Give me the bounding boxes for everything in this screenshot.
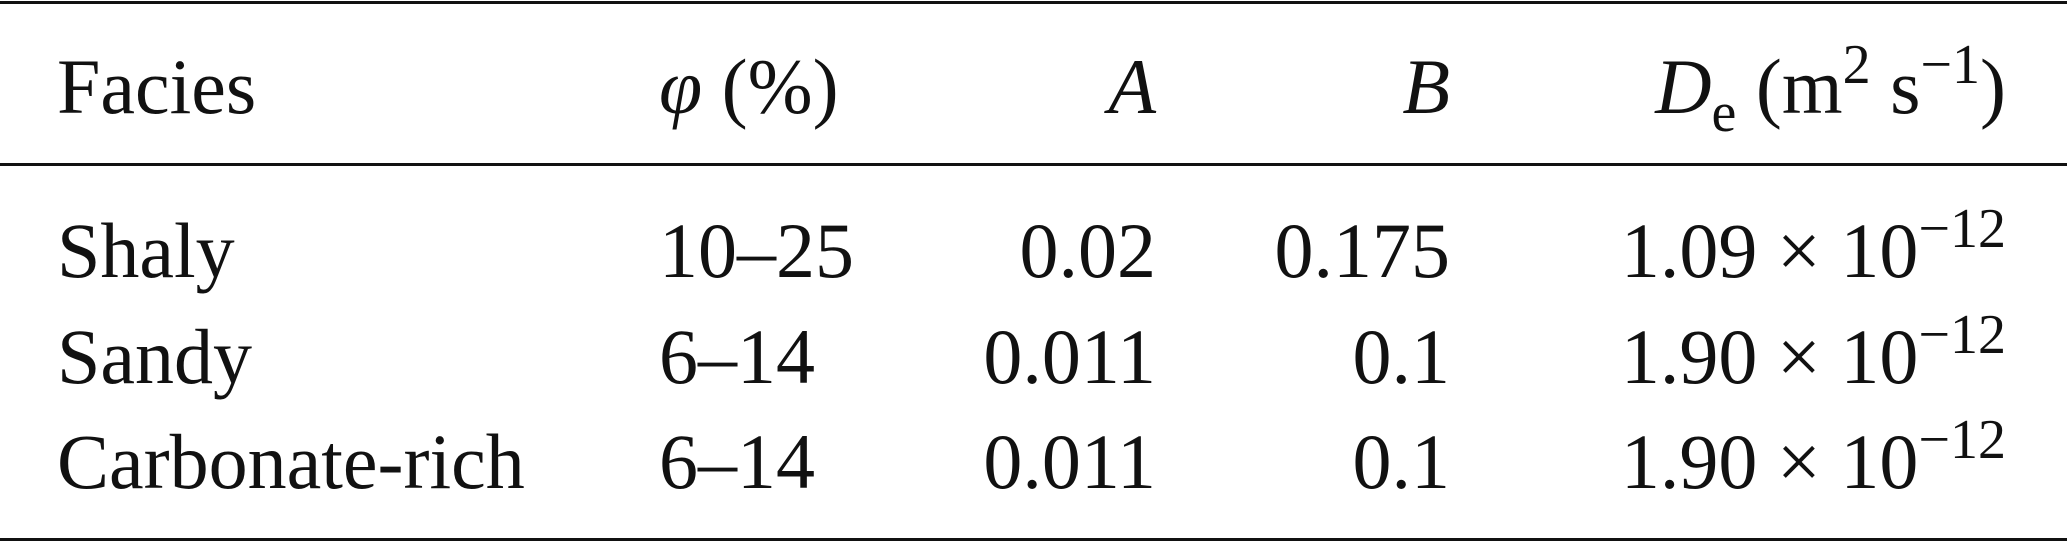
header-cell: φ (%) (659, 48, 839, 126)
cell-text: 10–25 (659, 207, 854, 294)
cell-text: 0.1 (1352, 418, 1451, 505)
header-text: Facies (57, 43, 257, 130)
header-superscript: −1 (1920, 34, 1981, 96)
table-cell: 10–25 (659, 212, 854, 290)
header-symbol: A (1108, 43, 1156, 130)
cell-text: 6–14 (659, 313, 815, 400)
table-cell: 1.90 × 10−12 (1621, 307, 2006, 396)
cell-text: 1.90 × 10 (1620, 418, 1919, 505)
header-cell: B (1402, 48, 1450, 126)
cell-text: 0.1 (1352, 313, 1451, 400)
table-cell: 0.175 (1275, 212, 1451, 290)
table-cell: 1.09 × 10−12 (1621, 201, 2006, 290)
header-cell: Facies (57, 48, 256, 126)
cell-text: 6–14 (659, 418, 815, 505)
table-cell: Carbonate-rich (57, 423, 525, 501)
table-cell: 6–14 (659, 318, 815, 396)
header-cell: De (m2 s−1) (1655, 37, 2006, 141)
header-text: s (1870, 43, 1921, 130)
cell-text: 0.011 (983, 418, 1156, 505)
exponent: −12 (1918, 304, 2006, 366)
table-cell: 6–14 (659, 423, 815, 501)
header-text: (m (1736, 43, 1843, 130)
header-text: (%) (702, 43, 839, 130)
table-cell: 0.011 (983, 318, 1156, 396)
cell-text: 0.011 (983, 313, 1156, 400)
header-symbol: φ (659, 43, 703, 130)
table-cell: 1.90 × 10−12 (1621, 412, 2006, 501)
bottom-rule (0, 538, 2067, 541)
table-cell: 0.1 (1353, 423, 1451, 501)
cell-text: 1.09 × 10 (1620, 207, 1919, 294)
header-cell: A (1108, 48, 1156, 126)
cell-text: Sandy (57, 313, 252, 400)
table-cell: Shaly (57, 212, 235, 290)
header-symbol: B (1402, 43, 1450, 130)
cell-text: 1.90 × 10 (1620, 313, 1919, 400)
header-subscript: e (1711, 82, 1737, 144)
table-cell: Sandy (57, 318, 252, 396)
exponent: −12 (1918, 198, 2006, 260)
table-cell: 0.1 (1353, 318, 1451, 396)
cell-text: 0.02 (1019, 207, 1157, 294)
cell-text: Shaly (57, 207, 235, 294)
header-symbol: D (1655, 43, 1712, 130)
header-superscript: 2 (1842, 34, 1871, 96)
table-cell: 0.011 (983, 423, 1156, 501)
mid-rule (0, 163, 2067, 166)
exponent: −12 (1918, 409, 2006, 471)
top-rule (0, 1, 2067, 4)
table-cell: 0.02 (1020, 212, 1157, 290)
cell-text: 0.175 (1274, 207, 1451, 294)
cell-text: Carbonate-rich (57, 418, 525, 505)
header-text: ) (1980, 43, 2006, 130)
